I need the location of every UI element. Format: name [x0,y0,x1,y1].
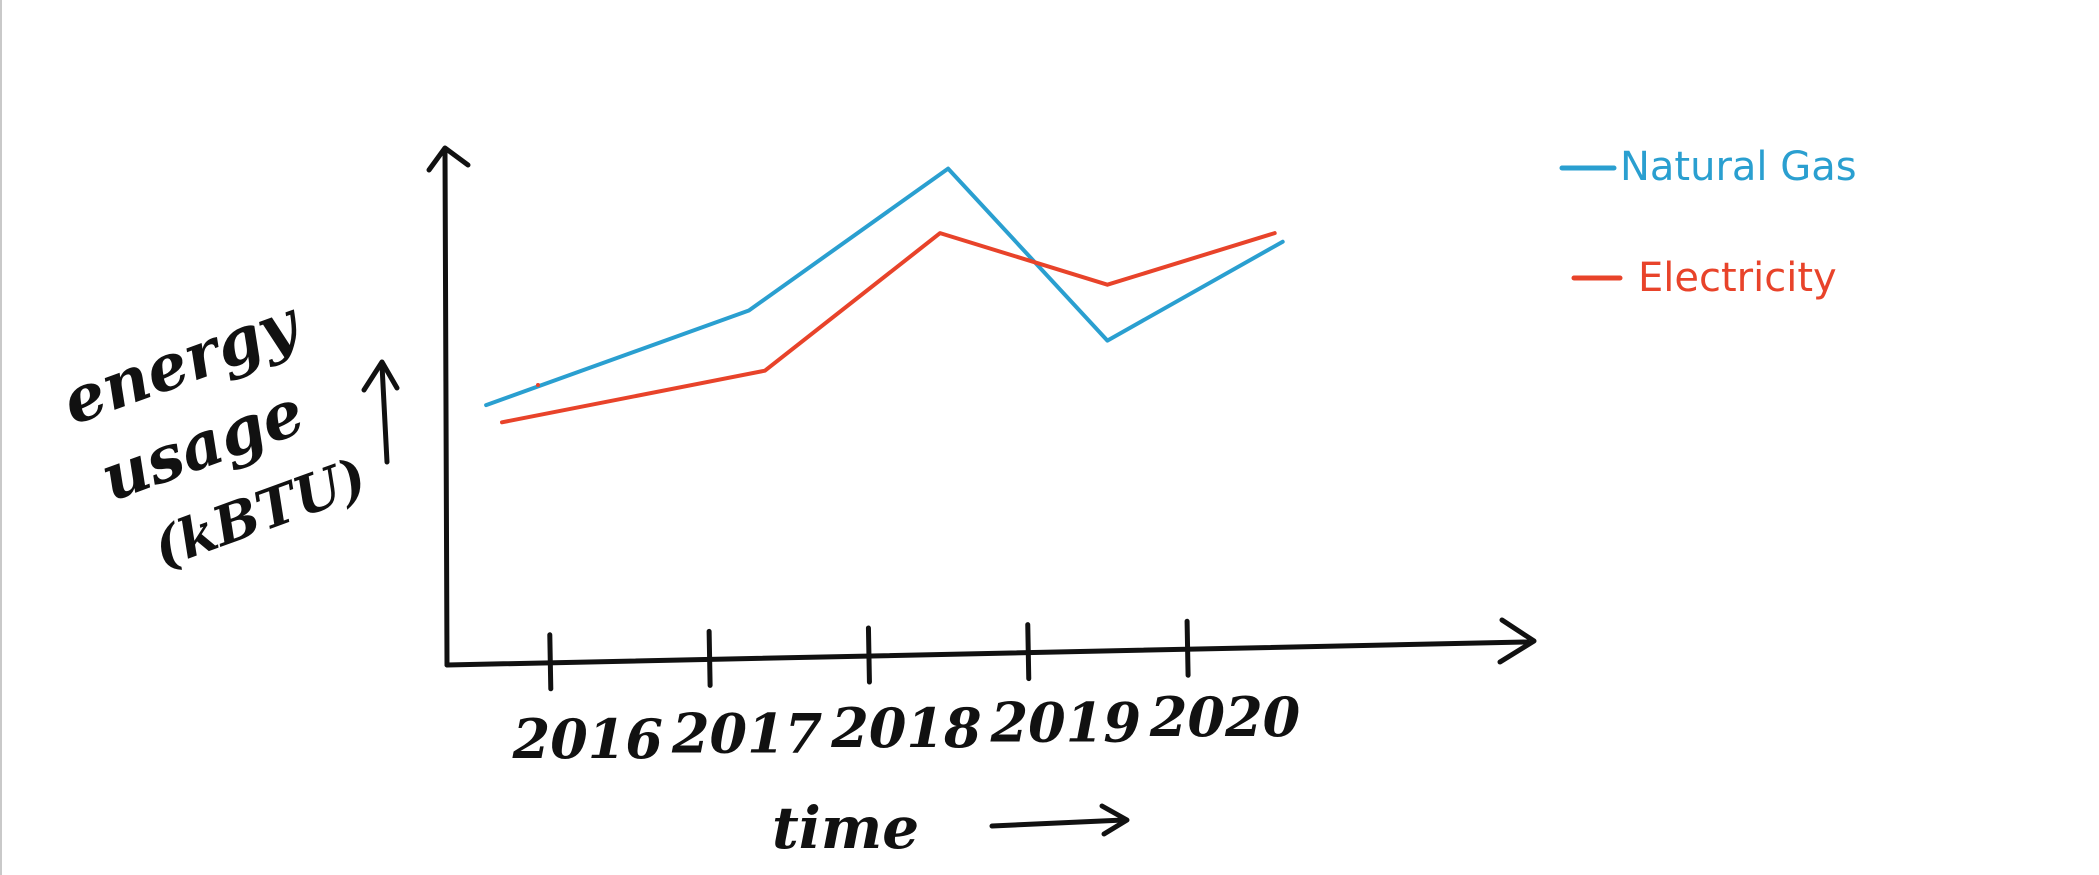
x-tick-label-2017: 2017 [671,701,822,765]
x-axis [444,639,1530,668]
y-axis-arrowhead [426,145,471,173]
x-tick-2016 [547,632,554,692]
x-tick-label-2018: 2018 [830,696,981,760]
x-tick-2017 [706,628,713,688]
legend-label-electricity: Electricity [1638,255,1837,301]
y-label-arrowhead [361,359,400,393]
y-label-arrow [379,362,390,465]
x-axis-label: time [772,794,919,862]
x-tick-label-2016: 2016 [512,707,663,771]
series-line-electricity [500,231,1277,425]
y-axis [442,147,450,668]
x-tick-label-2019: 2019 [990,691,1141,755]
stray-dot [536,383,540,387]
x-ticks: 2016 2017 2018 2019 2020 [512,618,1300,771]
x-tick-2020 [1184,618,1191,678]
x-tick-2019 [1025,622,1032,682]
x-axis-arrowhead [1497,617,1537,665]
series-lines [484,166,1285,425]
x-label-arrowhead [1099,803,1130,837]
series-line-natural-gas [484,166,1285,408]
legend-label-natural-gas: Natural Gas [1620,144,1857,190]
x-label-arrow [989,817,1127,829]
x-tick-label-2020: 2020 [1149,685,1300,749]
legend: Natural Gas Electricity [1559,144,1857,301]
y-axis-label: energy usage (kBTU) [53,285,375,580]
x-tick-2018 [865,625,872,685]
